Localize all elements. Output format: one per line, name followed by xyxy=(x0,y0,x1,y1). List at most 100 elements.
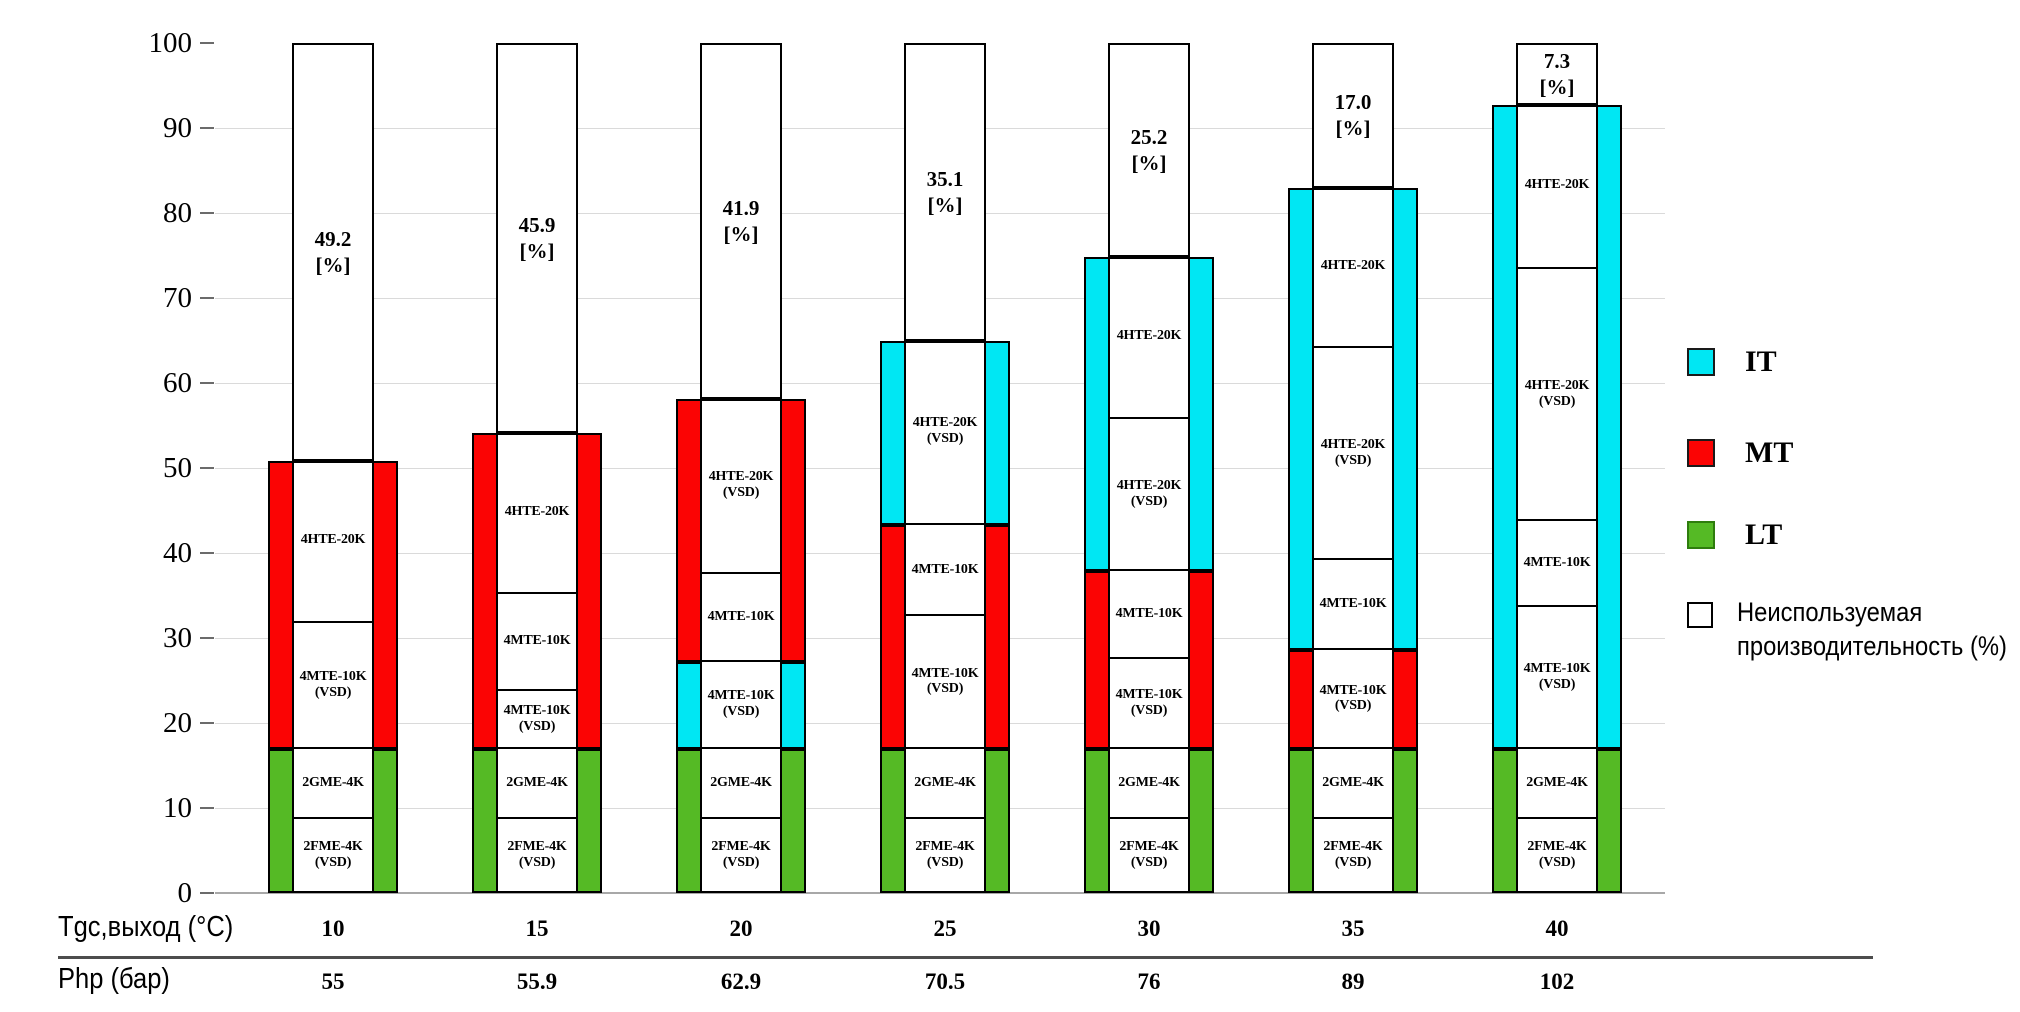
php-value-76: 76 xyxy=(1137,969,1161,994)
bar-segment: 4HTE-20K xyxy=(1314,186,1392,347)
bar-segment: 2GME-4K xyxy=(294,746,372,818)
bar-tgc-35: 2FME-4K (VSD) 2GME-4K 4MTE-10K (VSD) 4MTE-10K… xyxy=(1288,43,1418,893)
bar-segment-label: (VSD) xyxy=(1334,855,1372,871)
bar-segment-label: 4MTE-10K xyxy=(911,561,979,577)
bar-segment: 4MTE-10K (VSD) xyxy=(1110,657,1188,746)
bar-segment-label: (VSD) xyxy=(1130,493,1168,509)
bar-segment-label: (VSD) xyxy=(1130,855,1168,871)
bar-segment-label: (VSD) xyxy=(314,855,352,871)
legend-swatch-mt xyxy=(1687,439,1715,467)
bar-segment-box: 2FME-4K (VSD) 2GME-4K 4MTE-10K (VSD) 4HTE-20K xyxy=(292,461,374,893)
bar-tgc-40: 2FME-4K (VSD) 2GME-4K 4MTE-10K (VSD) 4MTE-10K… xyxy=(1492,43,1622,893)
unused-capacity-unit: [%] xyxy=(1335,116,1371,141)
unused-capacity-box: 17.0 [%] xyxy=(1312,43,1394,188)
bar-segment-label: 4HTE-20K xyxy=(504,503,570,519)
bar-segment: 4MTE-10K (VSD) xyxy=(294,620,372,747)
x-row-label-php: Php (бар) xyxy=(58,963,170,995)
y-tick-label-70: 70 xyxy=(163,282,192,314)
bar-segment-label: 2GME-4K xyxy=(1526,774,1588,790)
bar-segment-label: 4HTE-20K xyxy=(1524,177,1590,193)
bar-segment-label: (VSD) xyxy=(1538,855,1576,871)
y-tick-mark-80 xyxy=(200,212,214,214)
bar-segment-box: 2FME-4K (VSD) 2GME-4K 4MTE-10K (VSD) 4MTE-10K… xyxy=(904,341,986,893)
bar-segment-label: 4HTE-20K xyxy=(1116,328,1182,344)
bar-segment-label: 2FME-4K xyxy=(507,839,567,855)
bar-segment-label: 2GME-4K xyxy=(914,774,976,790)
tgc-value-15: 15 xyxy=(525,916,549,941)
bar-segment: 4HTE-20K xyxy=(498,431,576,592)
bar-segment: 4HTE-20K (VSD) xyxy=(702,397,780,572)
unused-capacity-value: 41.9 xyxy=(722,195,760,220)
bar-segment: 4HTE-20K (VSD) xyxy=(1518,267,1596,519)
y-tick-mark-40 xyxy=(200,552,214,554)
unused-capacity-unit: [%] xyxy=(519,239,555,264)
unused-capacity-box: 49.2 [%] xyxy=(292,43,374,462)
y-tick-mark-100 xyxy=(200,42,214,44)
y-tick-label-10: 10 xyxy=(163,792,192,824)
bar-segment-label: 4MTE-10K xyxy=(299,668,367,684)
bar-segment: 2FME-4K (VSD) xyxy=(1518,817,1596,891)
bar-segment-label: (VSD) xyxy=(926,681,964,697)
bar-segment: 4HTE-20K xyxy=(294,459,372,621)
bar-segment-label: 4MTE-10K xyxy=(707,688,775,704)
y-tick-mark-60 xyxy=(200,382,214,384)
legend-item-mt: MT xyxy=(1687,436,1793,470)
bar-segment: 4MTE-10K (VSD) xyxy=(906,613,984,747)
bar-segment: 2FME-4K (VSD) xyxy=(1314,817,1392,891)
bar-segment: 2GME-4K xyxy=(1110,746,1188,818)
bar-segment: 2GME-4K xyxy=(1314,746,1392,818)
bar-tgc-30: 2FME-4K (VSD) 2GME-4K 4MTE-10K (VSD) 4MTE-10K… xyxy=(1084,43,1214,893)
plot-area: 2FME-4K (VSD) 2GME-4K 4MTE-10K (VSD) 4HTE-20K… xyxy=(215,43,1665,894)
bar-segment: 2GME-4K xyxy=(498,746,576,818)
bar-segment: 2FME-4K (VSD) xyxy=(294,817,372,891)
bar-segment: 2GME-4K xyxy=(1518,746,1596,818)
bar-segment-label: 2GME-4K xyxy=(1118,774,1180,790)
unused-capacity-unit: [%] xyxy=(723,222,759,247)
y-tick-label-90: 90 xyxy=(163,112,192,144)
bar-segment-label: (VSD) xyxy=(1334,698,1372,714)
bar-segment-label: 4MTE-10K xyxy=(911,665,979,681)
unused-capacity-unit: [%] xyxy=(1539,75,1575,100)
unused-capacity-value: 7.3 xyxy=(1543,48,1571,73)
unused-capacity-box: 41.9 [%] xyxy=(700,43,782,400)
y-tick-mark-30 xyxy=(200,637,214,639)
bar-segment-label: (VSD) xyxy=(1334,452,1372,468)
y-tick-mark-70 xyxy=(200,297,214,299)
tgc-value-10: 10 xyxy=(321,916,345,941)
bar-segment: 4MTE-10K xyxy=(498,591,576,689)
bar-segment-label: (VSD) xyxy=(722,855,760,871)
bar-segment-label: 4MTE-10K xyxy=(1115,606,1183,622)
tgc-value-40: 40 xyxy=(1545,916,1569,941)
bar-segment-label: (VSD) xyxy=(722,484,760,500)
y-tick-label-80: 80 xyxy=(163,197,192,229)
bar-segment: 2FME-4K (VSD) xyxy=(1110,817,1188,891)
bar-segment-label: 4HTE-20K xyxy=(1320,437,1386,453)
unused-capacity-value: 49.2 xyxy=(314,226,352,251)
bar-tgc-10: 2FME-4K (VSD) 2GME-4K 4MTE-10K (VSD) 4HTE-20K… xyxy=(268,43,398,893)
php-value-55: 55 xyxy=(321,969,345,994)
bar-segment-label: (VSD) xyxy=(1538,393,1576,409)
bar-segment-label: 4HTE-20K xyxy=(1524,378,1590,394)
unused-capacity-box: 35.1 [%] xyxy=(904,43,986,342)
y-tick-mark-10 xyxy=(200,807,214,809)
bar-segment: 2FME-4K (VSD) xyxy=(906,817,984,891)
x-row-label-tgc: Tgc,выход (°C) xyxy=(58,911,234,943)
y-tick-mark-90 xyxy=(200,127,214,129)
unused-capacity-box: 45.9 [%] xyxy=(496,43,578,434)
bar-segment: 4HTE-20K (VSD) xyxy=(1110,416,1188,569)
bar-segment-box: 2FME-4K (VSD) 2GME-4K 4MTE-10K (VSD) 4MTE-10K… xyxy=(1108,257,1190,893)
bar-segment: 4MTE-10K (VSD) xyxy=(1518,604,1596,747)
bar-segment: 4HTE-20K xyxy=(1110,255,1188,417)
bar-segment: 2GME-4K xyxy=(702,746,780,818)
unused-capacity-box: 7.3 [%] xyxy=(1516,43,1598,106)
tgc-value-25: 25 xyxy=(933,916,957,941)
legend-item-lt: LT xyxy=(1687,518,1782,552)
legend-item-unused: Неиспользуемая производительность (%) xyxy=(1687,596,2020,664)
bar-segment-label: 2FME-4K xyxy=(1527,839,1587,855)
bar-segment-label: (VSD) xyxy=(722,704,760,720)
unused-capacity-value: 17.0 xyxy=(1334,90,1372,114)
bar-segment-box: 2FME-4K (VSD) 2GME-4K 4MTE-10K (VSD) 4MTE-10K… xyxy=(700,399,782,893)
unused-capacity-unit: [%] xyxy=(927,193,963,218)
y-tick-label-50: 50 xyxy=(163,452,192,484)
